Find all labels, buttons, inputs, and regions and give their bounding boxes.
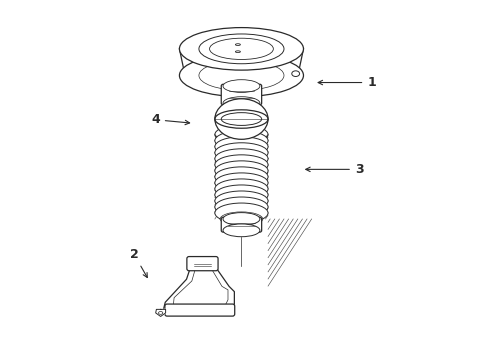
Ellipse shape bbox=[215, 137, 268, 157]
FancyBboxPatch shape bbox=[221, 217, 262, 232]
Ellipse shape bbox=[215, 161, 268, 181]
Ellipse shape bbox=[223, 213, 260, 225]
Ellipse shape bbox=[215, 155, 268, 175]
Ellipse shape bbox=[215, 167, 268, 187]
Ellipse shape bbox=[179, 54, 303, 97]
Ellipse shape bbox=[223, 224, 260, 237]
Text: 1: 1 bbox=[318, 76, 376, 89]
Ellipse shape bbox=[220, 145, 263, 160]
Ellipse shape bbox=[220, 194, 263, 208]
Ellipse shape bbox=[220, 212, 263, 226]
Ellipse shape bbox=[220, 158, 263, 172]
Ellipse shape bbox=[220, 140, 263, 154]
Text: 2: 2 bbox=[130, 248, 147, 278]
Ellipse shape bbox=[215, 203, 268, 223]
Ellipse shape bbox=[215, 99, 268, 139]
Ellipse shape bbox=[215, 197, 268, 217]
Ellipse shape bbox=[220, 176, 263, 190]
Ellipse shape bbox=[223, 80, 260, 93]
FancyBboxPatch shape bbox=[165, 304, 235, 316]
Polygon shape bbox=[164, 269, 234, 309]
Ellipse shape bbox=[220, 164, 263, 178]
Ellipse shape bbox=[220, 188, 263, 202]
Text: 4: 4 bbox=[151, 113, 190, 126]
Ellipse shape bbox=[215, 125, 268, 145]
Ellipse shape bbox=[215, 131, 268, 150]
Ellipse shape bbox=[220, 200, 263, 214]
FancyBboxPatch shape bbox=[221, 84, 262, 105]
FancyBboxPatch shape bbox=[187, 257, 218, 271]
Ellipse shape bbox=[292, 71, 299, 77]
Text: 3: 3 bbox=[306, 163, 364, 176]
Ellipse shape bbox=[220, 134, 263, 148]
Ellipse shape bbox=[179, 28, 303, 70]
Ellipse shape bbox=[215, 191, 268, 211]
Ellipse shape bbox=[215, 149, 268, 168]
Ellipse shape bbox=[215, 143, 268, 163]
Ellipse shape bbox=[220, 152, 263, 166]
Ellipse shape bbox=[220, 182, 263, 196]
Ellipse shape bbox=[223, 97, 260, 109]
Ellipse shape bbox=[215, 185, 268, 205]
Ellipse shape bbox=[215, 179, 268, 199]
Ellipse shape bbox=[220, 170, 263, 184]
Ellipse shape bbox=[220, 206, 263, 220]
Polygon shape bbox=[156, 309, 166, 316]
Ellipse shape bbox=[215, 173, 268, 193]
